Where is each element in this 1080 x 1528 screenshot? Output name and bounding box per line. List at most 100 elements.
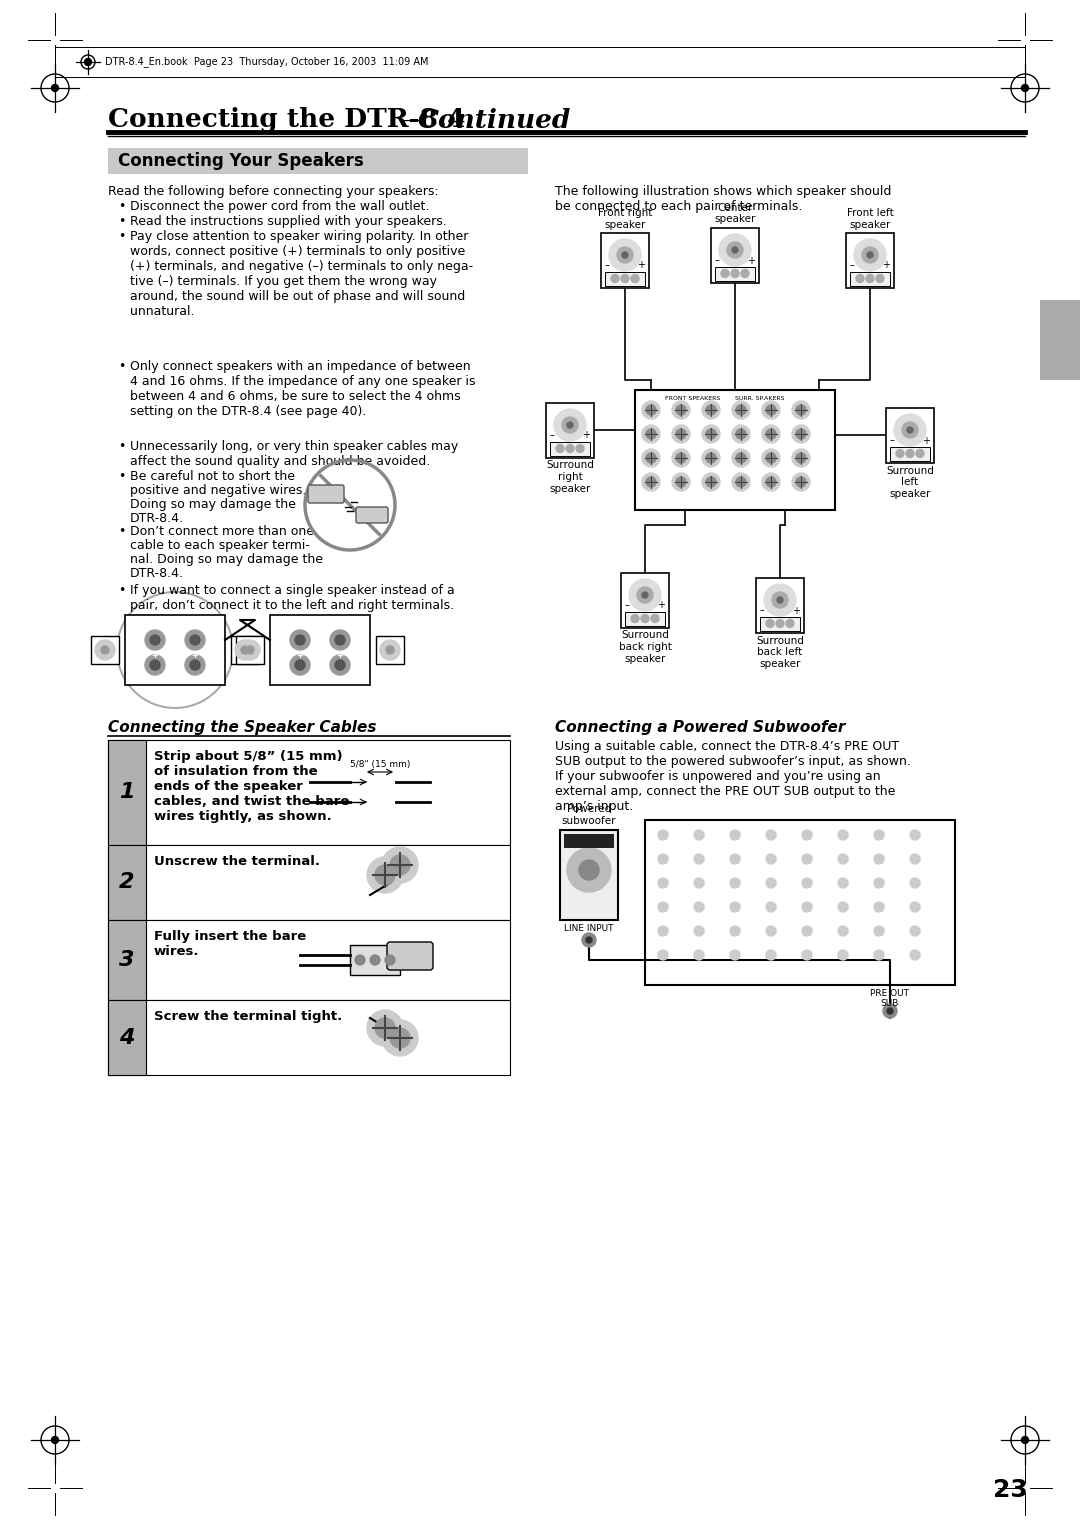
Circle shape <box>896 449 904 457</box>
Circle shape <box>676 452 686 463</box>
Circle shape <box>567 422 573 428</box>
Bar <box>231 636 259 665</box>
Circle shape <box>621 275 629 283</box>
Text: Connecting a Powered Subwoofer: Connecting a Powered Subwoofer <box>555 720 846 735</box>
Circle shape <box>676 429 686 439</box>
Circle shape <box>694 830 704 840</box>
Circle shape <box>637 587 653 604</box>
Circle shape <box>792 449 810 468</box>
Text: Unscrew the terminal.: Unscrew the terminal. <box>154 856 320 868</box>
Text: 23: 23 <box>993 1478 1027 1502</box>
Circle shape <box>766 879 777 888</box>
Text: –: – <box>605 260 610 270</box>
Circle shape <box>642 449 660 468</box>
Circle shape <box>646 452 656 463</box>
Circle shape <box>566 445 573 452</box>
Circle shape <box>672 425 690 443</box>
Text: •: • <box>118 471 125 483</box>
Circle shape <box>95 640 114 660</box>
Circle shape <box>838 902 848 912</box>
Circle shape <box>291 630 310 649</box>
Circle shape <box>355 955 365 966</box>
Circle shape <box>777 619 784 628</box>
Text: +: + <box>792 605 800 616</box>
Circle shape <box>732 248 738 254</box>
Circle shape <box>380 640 400 660</box>
Circle shape <box>384 955 395 966</box>
FancyBboxPatch shape <box>387 941 433 970</box>
Circle shape <box>792 474 810 490</box>
Circle shape <box>732 474 750 490</box>
Bar <box>564 834 615 848</box>
Circle shape <box>777 597 783 604</box>
Bar <box>890 446 930 460</box>
Circle shape <box>874 902 885 912</box>
Circle shape <box>102 646 109 654</box>
Circle shape <box>766 950 777 960</box>
Circle shape <box>185 630 205 649</box>
Circle shape <box>906 449 914 457</box>
Circle shape <box>838 830 848 840</box>
Circle shape <box>694 902 704 912</box>
Circle shape <box>766 405 777 416</box>
Bar <box>711 228 759 283</box>
Text: Surround
back right
speaker: Surround back right speaker <box>619 631 672 663</box>
Circle shape <box>241 646 249 654</box>
Circle shape <box>611 275 619 283</box>
Bar <box>108 845 510 920</box>
Circle shape <box>796 477 806 487</box>
Circle shape <box>735 429 746 439</box>
Text: Powered
subwoofer: Powered subwoofer <box>562 804 617 827</box>
Circle shape <box>762 425 780 443</box>
Circle shape <box>672 474 690 490</box>
Circle shape <box>702 400 720 419</box>
Circle shape <box>246 646 254 654</box>
Bar <box>645 821 955 986</box>
Text: The following illustration shows which speaker should
be connected to each pair : The following illustration shows which s… <box>555 185 891 212</box>
Circle shape <box>375 865 395 885</box>
Circle shape <box>84 58 92 66</box>
Text: Disconnect the power cord from the wall outlet.: Disconnect the power cord from the wall … <box>130 200 430 212</box>
Text: Using a suitable cable, connect the DTR-8.4’s PRE OUT
SUB output to the powered : Using a suitable cable, connect the DTR-… <box>555 740 910 813</box>
Circle shape <box>642 400 660 419</box>
Text: Doing so may damage the: Doing so may damage the <box>130 498 296 510</box>
Circle shape <box>658 830 669 840</box>
Text: Pay close attention to speaker wiring polarity. In other
words, connect positive: Pay close attention to speaker wiring po… <box>130 231 473 318</box>
Bar <box>550 442 590 455</box>
Text: Connecting the Speaker Cables: Connecting the Speaker Cables <box>108 720 377 735</box>
Circle shape <box>838 926 848 937</box>
Bar <box>546 402 594 457</box>
Circle shape <box>874 950 885 960</box>
Circle shape <box>382 847 418 883</box>
Bar <box>600 232 649 287</box>
Bar <box>108 999 146 1076</box>
Circle shape <box>766 830 777 840</box>
Circle shape <box>240 640 260 660</box>
Circle shape <box>694 926 704 937</box>
Text: +: + <box>747 255 755 266</box>
Text: LINE INPUT: LINE INPUT <box>564 924 613 934</box>
Circle shape <box>646 429 656 439</box>
Circle shape <box>554 410 586 442</box>
Bar <box>376 636 404 665</box>
Bar <box>108 740 510 845</box>
FancyBboxPatch shape <box>356 507 388 523</box>
Circle shape <box>672 400 690 419</box>
Circle shape <box>796 452 806 463</box>
Circle shape <box>876 275 885 283</box>
Text: Be careful not to short the: Be careful not to short the <box>130 471 295 483</box>
Circle shape <box>741 269 750 278</box>
Circle shape <box>576 445 584 452</box>
Circle shape <box>335 660 345 669</box>
Circle shape <box>730 854 740 863</box>
Text: +: + <box>151 651 159 660</box>
Circle shape <box>642 474 660 490</box>
Text: Strip about 5/8” (15 mm)
of insulation from the
ends of the speaker
cables, and : Strip about 5/8” (15 mm) of insulation f… <box>154 750 349 824</box>
Circle shape <box>867 252 873 258</box>
Circle shape <box>694 854 704 863</box>
Circle shape <box>702 474 720 490</box>
Circle shape <box>727 241 743 258</box>
Circle shape <box>802 926 812 937</box>
Circle shape <box>862 248 878 263</box>
Circle shape <box>732 449 750 468</box>
